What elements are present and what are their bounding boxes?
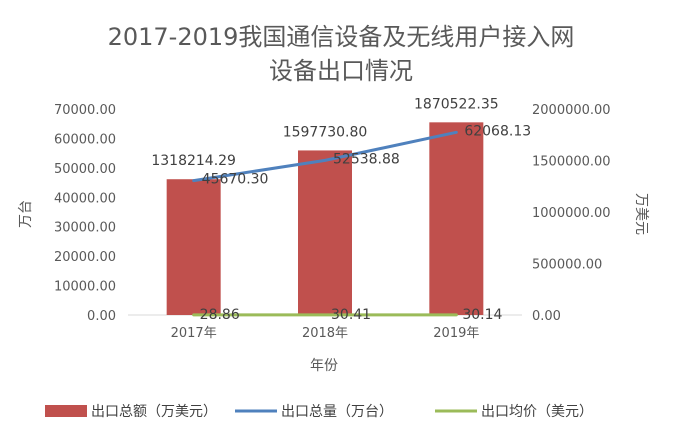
y-left-tick-label: 10000.00 xyxy=(54,280,116,295)
bar xyxy=(166,179,221,315)
legend-label: 出口均价（美元） xyxy=(481,404,593,420)
y-left-tick-label: 0.00 xyxy=(87,309,116,324)
legend-label: 出口总额（万美元） xyxy=(91,404,217,420)
x-tick-label: 2018年 xyxy=(302,326,348,341)
price-data-label: 30.41 xyxy=(331,307,371,323)
y-right-tick-label: 2000000.00 xyxy=(532,103,611,118)
y-right-tick-label: 1500000.00 xyxy=(532,155,611,170)
bar-data-label: 1318214.29 xyxy=(151,153,236,169)
legend-label: 出口总量（万台） xyxy=(281,404,393,420)
x-axis-title: 年份 xyxy=(310,358,338,374)
y-right-tick-label: 500000.00 xyxy=(532,258,602,273)
legend: 出口总额（万美元） 出口总量（万台） 出口均价（美元） xyxy=(45,404,593,420)
data-labels: 1318214.29 1597730.80 1870522.35 45670.30 52… xyxy=(151,96,531,323)
bar-series xyxy=(166,122,484,315)
y-left-tick-label: 30000.00 xyxy=(54,221,116,236)
bar-data-label: 1597730.80 xyxy=(283,124,368,140)
bar-data-label: 1870522.35 xyxy=(414,96,499,112)
price-data-label: 30.14 xyxy=(462,307,502,323)
y-axis-right: 0.00 500000.00 1000000.00 1500000.00 2000000… xyxy=(532,103,611,324)
y-left-tick-label: 70000.00 xyxy=(54,103,116,118)
x-tick-label: 2019年 xyxy=(433,326,479,341)
volume-data-label: 45670.30 xyxy=(202,172,269,188)
line-series xyxy=(192,130,458,317)
chart-title-line-1: 2017-2019我国通信设备及无线用户接入网 xyxy=(108,23,575,51)
legend-swatch xyxy=(45,405,87,417)
volume-data-label: 62068.13 xyxy=(464,123,531,139)
x-tick-label: 2017年 xyxy=(171,326,217,341)
volume-data-label: 52538.88 xyxy=(333,151,400,167)
y-axis-left: 0.00 10000.00 20000.00 30000.00 40000.00 5000… xyxy=(54,103,116,324)
y-left-tick-label: 40000.00 xyxy=(54,191,116,206)
price-data-label: 28.86 xyxy=(200,307,240,323)
y-left-tick-label: 20000.00 xyxy=(54,250,116,265)
y-right-tick-label: 1000000.00 xyxy=(532,206,611,221)
y-left-tick-label: 50000.00 xyxy=(54,162,116,177)
bar xyxy=(298,150,352,315)
y-right-tick-label: 0.00 xyxy=(532,309,561,324)
bar xyxy=(429,122,484,315)
y-axis-left-title: 万台 xyxy=(18,200,34,228)
y-axis-right-title: 万美元 xyxy=(633,193,649,235)
y-left-tick-label: 60000.00 xyxy=(54,132,116,147)
chart-title-line-2: 设备出口情况 xyxy=(269,57,413,85)
